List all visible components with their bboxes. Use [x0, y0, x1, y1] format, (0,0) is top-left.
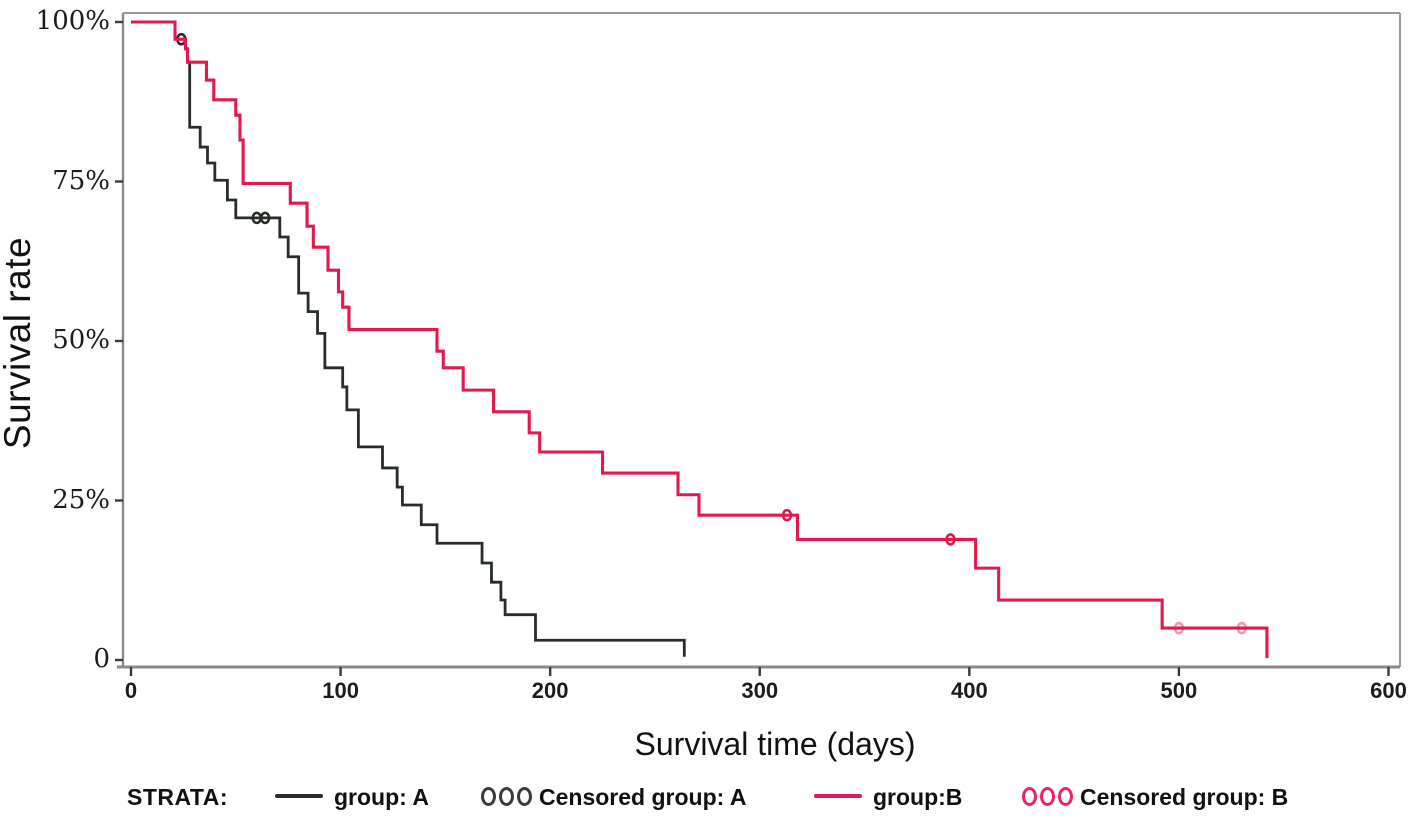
y-tick-label: 25% — [52, 484, 110, 515]
x-tick-label: 600 — [1370, 678, 1407, 703]
legend-line-swatch-icon — [275, 794, 323, 798]
censor-mark — [945, 533, 956, 546]
censor-circle-icon — [1058, 787, 1073, 806]
legend-item-label: group: A — [334, 784, 429, 810]
censor-mark — [781, 508, 793, 522]
x-tick-label: 500 — [1160, 678, 1198, 703]
y-tick-label: 75% — [52, 165, 110, 196]
legend-item-label: group:B — [873, 784, 963, 810]
legend: STRATA: group: A Censored group: A group:B… — [0, 780, 1417, 820]
x-tick-label: 400 — [950, 678, 988, 703]
x-axis-title: Survival time (days) — [634, 726, 916, 762]
x-tick-label: 200 — [531, 678, 569, 703]
legend-strata-label: STRATA: — [127, 784, 229, 810]
x-tick-label: 0 — [124, 678, 138, 703]
y-tick-label: 50% — [52, 325, 110, 355]
survival-curve-group-b — [131, 20, 1269, 659]
y-tick-label: 0 — [93, 644, 110, 674]
censor-mark — [259, 211, 271, 225]
legend-item-label: Censored group: A — [539, 784, 747, 810]
censor-mark — [1236, 621, 1248, 635]
legend-censor-circles-icon — [1022, 787, 1076, 806]
censor-circle-icon — [499, 787, 514, 806]
x-tick-label: 100 — [322, 678, 359, 703]
censor-circle-icon — [1022, 787, 1037, 806]
censor-circle-icon — [1040, 787, 1055, 806]
censor-circle-icon — [481, 787, 496, 806]
x-tick-label: 300 — [741, 678, 779, 703]
y-tick-label: 100% — [35, 6, 110, 36]
legend-line-swatch-icon — [814, 794, 862, 798]
survival-curve-group-a — [131, 20, 686, 657]
legend-item-label: Censored group: B — [1080, 784, 1289, 810]
censor-circle-icon — [517, 787, 532, 806]
legend-censor-circles-icon — [481, 787, 535, 806]
censor-mark — [1173, 621, 1185, 635]
